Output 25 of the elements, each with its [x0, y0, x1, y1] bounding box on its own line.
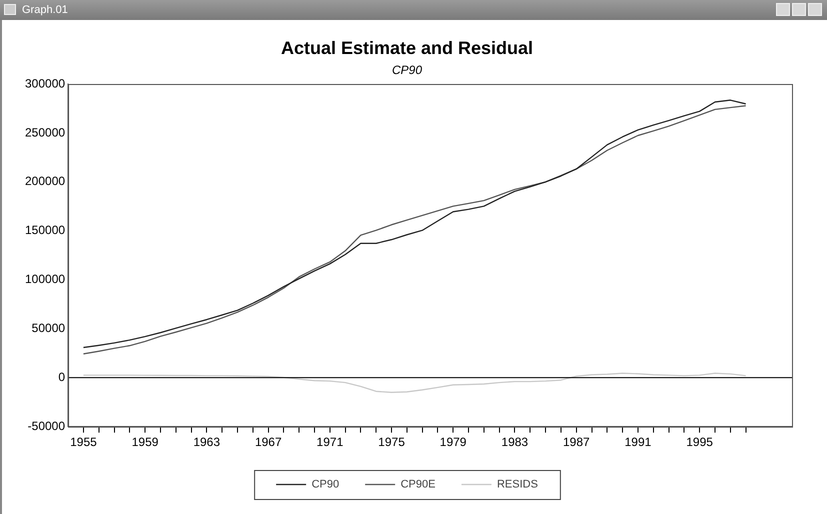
x-tick-label: 1971 — [316, 435, 344, 450]
x-tick-label: 1995 — [686, 435, 714, 450]
x-tick-label: 1991 — [624, 435, 652, 450]
x-tick-label: 1955 — [70, 435, 98, 450]
chart-subtitle: CP90 — [392, 63, 422, 78]
y-tick-label: 200000 — [24, 174, 66, 188]
x-tick-label: 1987 — [563, 435, 590, 450]
chart-title: Actual Estimate and Residual — [280, 38, 534, 58]
x-tick-label: 1975 — [378, 435, 406, 450]
x-tick-label: 1983 — [501, 435, 528, 450]
y-tick-label: 100000 — [24, 272, 66, 286]
legend-label: CP90E — [400, 478, 436, 491]
y-tick-label: 50000 — [32, 321, 66, 336]
y-tick-label: 150000 — [24, 223, 66, 238]
x-tick-label: 1967 — [254, 435, 282, 450]
text: Graph.01 — [22, 4, 68, 16]
y-tick-label: -50000 — [28, 418, 66, 433]
legend-label: CP90 — [312, 478, 340, 491]
x-tick-label: 1963 — [193, 435, 220, 450]
y-tick-label: 300000 — [24, 76, 66, 90]
y-tick-label: 0 — [58, 370, 66, 384]
x-tick-label: 1959 — [132, 435, 159, 450]
y-tick-label: 250000 — [24, 125, 66, 140]
legend-label: RESIDS — [496, 478, 538, 491]
x-tick-label: 1979 — [440, 435, 467, 450]
